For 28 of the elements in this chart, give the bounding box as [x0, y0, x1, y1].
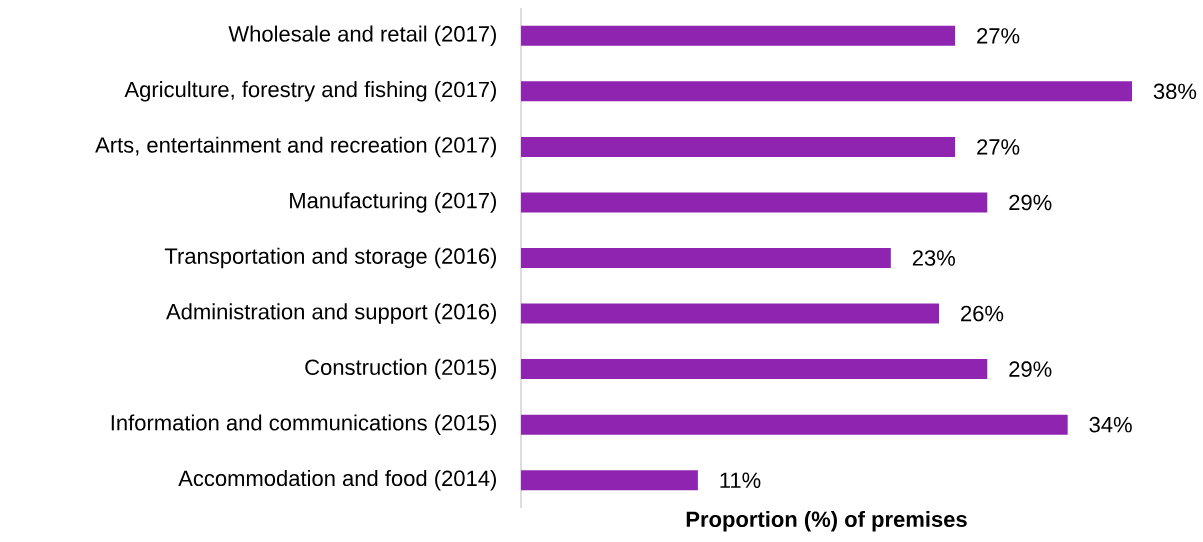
bar [521, 81, 1132, 102]
bar [521, 303, 940, 324]
data-label: 23% [912, 250, 955, 266]
y-tick-label: Wholesale and retail (2017) [228, 25, 496, 47]
y-tick-label: Agriculture, forestry and fishing (2017) [124, 81, 496, 102]
y-tick-label: Construction (2015) [305, 358, 496, 380]
y-tick-label: Transportation and storage (2016) [164, 247, 496, 269]
y-tick-label: Accommodation and food (2014) [178, 469, 496, 491]
data-label: 26% [961, 305, 1004, 322]
bar [521, 136, 956, 157]
y-tick-label: Arts, entertainment and recreation (2017) [95, 136, 496, 158]
bar [521, 470, 698, 491]
data-label: 27% [977, 139, 1020, 155]
y-tick-label: Manufacturing (2017) [290, 192, 496, 213]
data-label: 29% [1009, 194, 1052, 211]
data-label: 38% [1153, 83, 1197, 100]
bar [521, 248, 891, 268]
bar [521, 25, 956, 46]
bar [521, 359, 988, 380]
x-axis-title: Proportion (%) of premises [686, 510, 967, 532]
bar [521, 414, 1068, 435]
data-label: 11% [720, 472, 761, 488]
data-label: 34% [1089, 416, 1132, 433]
y-tick-label: Administration and support (2016) [166, 303, 496, 324]
bar [521, 192, 988, 213]
y-tick-label: Information and communications (2015) [111, 414, 496, 435]
data-label: 27% [977, 28, 1020, 44]
data-label: 29% [1009, 361, 1052, 377]
